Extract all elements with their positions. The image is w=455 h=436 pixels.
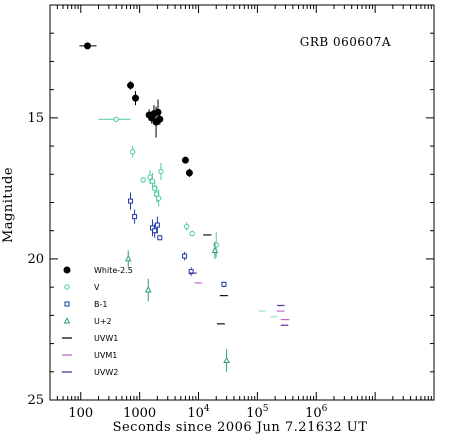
chart-title: GRB 060607A: [300, 35, 391, 49]
legend: White-2.5 V B-1 U+2 UVW1 UVM1 UVW2: [62, 266, 133, 377]
y-axis-label: Magnitude: [1, 167, 16, 243]
data-point: [147, 174, 153, 180]
legend-item: B-1: [64, 300, 107, 309]
legend-label: UVM1: [94, 351, 117, 360]
series-white-2-5: [79, 42, 193, 178]
data-point: [144, 286, 152, 293]
y-tick-label: 20: [27, 252, 44, 267]
data-point: [140, 177, 146, 183]
series-u-2: [124, 242, 230, 372]
legend-item: White-2.5: [63, 266, 133, 275]
legend-label: UVW2: [94, 368, 118, 377]
data-point: [223, 356, 230, 363]
data-point: [184, 223, 190, 230]
legend-label: V: [94, 283, 100, 292]
data-point: [149, 178, 156, 185]
y-tick-label: 15: [27, 111, 44, 126]
legend-label: UVW1: [94, 334, 118, 343]
series-extra: [258, 310, 278, 318]
legend-swatch: [63, 317, 71, 324]
x-axis-label: Seconds since 2006 Jun 7.21632 UT: [113, 420, 368, 435]
data-point: [128, 198, 134, 204]
series-b-1: [128, 192, 227, 288]
x-tick-label: 100: [68, 406, 93, 421]
x-tick-label: 106: [305, 404, 328, 421]
data-point: [151, 185, 158, 192]
data-point: [158, 168, 164, 175]
plot-area: [79, 42, 290, 372]
data-point: [113, 116, 119, 122]
legend-item: U+2: [63, 317, 112, 326]
series-uvw1: [203, 234, 228, 325]
data-point: [221, 281, 227, 287]
data-point: [211, 246, 219, 253]
legend-swatch: [64, 284, 70, 290]
axis-ticks: 100 1000 104 105 106 15 20 25: [27, 4, 435, 421]
legend-label: White-2.5: [94, 266, 133, 275]
legend-label: U+2: [94, 317, 112, 326]
legend-swatch: [63, 266, 71, 274]
data-point: [131, 94, 139, 102]
data-point: [154, 222, 160, 228]
data-point: [189, 230, 195, 237]
legend-item: V: [64, 283, 100, 292]
series-v: [98, 116, 219, 258]
legend-swatch: [64, 301, 70, 307]
legend-label: B-1: [94, 300, 107, 309]
legend-item: UVW2: [62, 368, 118, 377]
series-uvw2: [189, 272, 289, 326]
data-point: [124, 255, 132, 262]
data-point: [83, 42, 91, 50]
data-point: [156, 115, 164, 123]
legend-item: UVM1: [62, 351, 117, 360]
x-tick-label: 1000: [123, 406, 156, 421]
data-point: [152, 228, 158, 234]
data-point: [129, 149, 136, 155]
y-tick-label: 25: [27, 393, 44, 408]
series-uvm1: [194, 282, 290, 321]
data-point: [127, 81, 135, 89]
data-point: [181, 156, 189, 164]
data-point: [157, 235, 163, 241]
x-tick-label: 104: [187, 404, 210, 421]
data-point: [182, 253, 188, 259]
x-tick-label: 105: [246, 404, 269, 421]
data-point: [155, 195, 162, 201]
data-point: [132, 214, 138, 220]
legend-item: UVW1: [62, 334, 118, 343]
data-point: [185, 169, 193, 177]
